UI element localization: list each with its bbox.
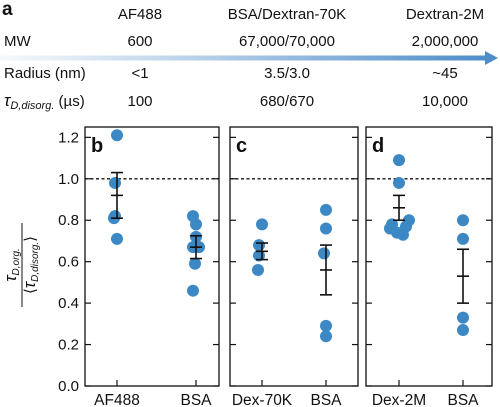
data-point <box>189 257 201 270</box>
data-point <box>320 203 332 216</box>
tau-af488: 100 <box>127 93 152 110</box>
row-label-tau-disorg: τD,disorg. (µs) <box>4 91 85 112</box>
data-point <box>256 218 268 231</box>
panel-letter: d <box>372 135 384 157</box>
row-label-radius: Radius (nm) <box>4 65 86 82</box>
y-tick-label: 1.2 <box>58 129 79 146</box>
figure-label-a: a <box>2 0 13 20</box>
x-tick-label: BSA <box>447 392 479 407</box>
x-tick-label: BSA <box>180 392 212 407</box>
data-point <box>252 263 264 276</box>
tau-dextran2m: 10,000 <box>422 93 468 110</box>
data-point <box>397 228 409 241</box>
data-point <box>190 218 202 231</box>
data-point <box>393 176 405 189</box>
tau-bsa-dextran70k: 680/670 <box>260 93 314 110</box>
mw-dextran2m: 2,000,000 <box>412 33 479 50</box>
column-header-dextran2m: Dextran-2M <box>406 6 484 23</box>
panel-frame <box>84 126 220 387</box>
column-header-bsa-dextran70k: BSA/Dextran-70K <box>228 6 346 23</box>
y-tick-label: 1.0 <box>58 171 79 188</box>
y-tick-label: 0.6 <box>58 254 79 271</box>
y-tick-label: 0.4 <box>58 295 79 312</box>
panel-letter: c <box>236 135 247 157</box>
data-point <box>318 247 330 260</box>
x-tick-label: AF488 <box>94 392 140 407</box>
panel-frame <box>229 126 359 387</box>
x-tick-label: Dex-70K <box>232 392 293 407</box>
row-label-mw: MW <box>4 33 31 50</box>
x-tick-label: Dex-2M <box>372 392 426 407</box>
data-point <box>457 232 469 245</box>
size-gradient-arrow <box>0 51 498 65</box>
radius-dextran2m: ~45 <box>432 65 457 82</box>
panel-letter: b <box>91 135 103 157</box>
radius-bsa-dextran70k: 3.5/3.0 <box>264 65 310 82</box>
mw-bsa-dextran70k: 67,000/70,000 <box>239 33 335 50</box>
y-tick-label: 0.0 <box>58 378 79 395</box>
data-point <box>253 239 265 252</box>
data-point <box>320 330 332 343</box>
data-point <box>457 311 469 324</box>
data-point <box>393 154 405 167</box>
column-header-af488: AF488 <box>118 6 162 23</box>
data-point <box>111 129 123 142</box>
radius-af488: <1 <box>131 65 148 82</box>
data-point <box>457 214 469 227</box>
data-point <box>109 176 121 189</box>
panel-c: c Dex-70K BSA <box>229 126 359 407</box>
data-point <box>457 324 469 337</box>
panel-d: d Dex-2M BSA <box>365 126 493 407</box>
y-axis-label-denominator: ⟨τD,disorg.⟩ <box>20 236 41 294</box>
panel-frame <box>365 126 493 387</box>
data-point <box>320 222 332 235</box>
x-tick-label: BSA <box>310 392 342 407</box>
y-tick-labels: 0.0 0.2 0.4 0.6 0.8 1.0 1.2 <box>58 129 79 395</box>
mw-af488: 600 <box>127 33 152 50</box>
data-point <box>111 232 123 245</box>
y-tick-label: 0.2 <box>58 337 79 354</box>
y-axis-label-numerator: τD,org. <box>1 248 22 282</box>
y-tick-label: 0.8 <box>58 212 79 229</box>
data-point <box>187 284 199 297</box>
data-point <box>320 319 332 332</box>
y-axis-label: τD,org. ⟨τD,disorg.⟩ <box>1 223 41 307</box>
panel-b: b AF488 BSA <box>84 126 220 407</box>
